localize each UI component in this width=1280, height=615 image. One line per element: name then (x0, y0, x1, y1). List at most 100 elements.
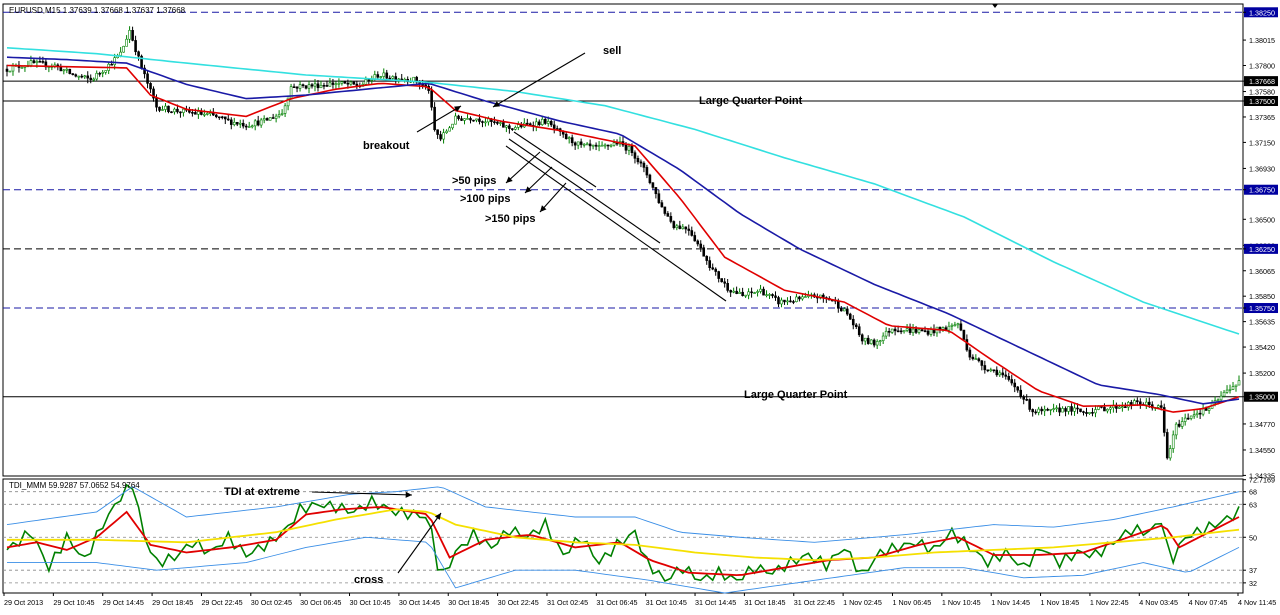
candle-body (517, 124, 520, 128)
candle-body (436, 129, 439, 135)
candle-body (1186, 417, 1190, 420)
candle-body (543, 118, 547, 124)
candle-body (5, 68, 9, 72)
candle-body (878, 340, 882, 342)
candle-body (451, 123, 454, 129)
candle-body (747, 291, 750, 296)
candle-body (881, 335, 885, 341)
candle-body (612, 142, 616, 146)
candle-body (567, 137, 571, 140)
candle-body (860, 334, 864, 342)
ma-line-ma_slow (6, 47, 1240, 335)
symbol-label: EURUSD,M15 1.37639 1.37668 1.37637 1.376… (9, 6, 186, 15)
price-box-15 (1244, 303, 1278, 314)
candle-body (687, 228, 691, 231)
candle-body (1052, 408, 1055, 410)
candle-body (857, 326, 861, 336)
candle-body (35, 61, 39, 63)
x-tick-label-10: 30 Oct 22:45 (498, 598, 539, 607)
x-tick-label-8: 30 Oct 14:45 (399, 598, 440, 607)
candle-body (762, 288, 765, 296)
candle-body (1237, 380, 1241, 386)
candle-body (382, 72, 386, 77)
pips150-arrow-head-icon (540, 205, 547, 212)
candle-body (203, 113, 206, 116)
candle-body (968, 349, 972, 358)
x-tick-label-6: 30 Oct 06:45 (300, 598, 341, 607)
candle-body (648, 174, 652, 184)
x-tick-label-9: 30 Oct 18:45 (448, 598, 489, 607)
y-tick-label-4: 1.37580 (1249, 88, 1275, 97)
candle-body (400, 78, 404, 81)
candle-body (430, 90, 433, 108)
candle-body (62, 69, 66, 72)
candle-body (119, 51, 122, 56)
candle-body (346, 82, 350, 85)
candle-body (980, 360, 984, 366)
tdi-indicator (3, 483, 1243, 594)
candle-body (1106, 408, 1109, 412)
x-tick-label-15: 31 Oct 18:45 (744, 598, 785, 607)
candle-body (899, 330, 903, 333)
x-tick-label-12: 31 Oct 06:45 (596, 598, 637, 607)
candle-body (896, 330, 900, 333)
y-tick-label-7: 1.37150 (1249, 138, 1275, 147)
candle-body (277, 114, 281, 117)
candle-body (1192, 414, 1196, 417)
x-tick-label-18: 1 Nov 06:45 (892, 598, 931, 607)
candle-body (128, 30, 131, 40)
candle-body (723, 281, 726, 284)
candle-body (983, 365, 987, 371)
candle-body (591, 144, 595, 147)
candle-body (238, 122, 242, 125)
tdi-y-tick-label-1: 68 (1249, 488, 1257, 497)
candle-body (101, 72, 104, 74)
candle-body (998, 372, 1002, 376)
candle-body (720, 278, 723, 283)
candle-body (690, 230, 694, 236)
candle-body (1162, 407, 1166, 433)
candle-body (331, 82, 335, 85)
candle-body (675, 225, 679, 229)
candle-body (699, 243, 703, 248)
candle-body (442, 132, 445, 140)
candle-body (938, 326, 942, 330)
candle-body (511, 128, 514, 130)
candle-body (1079, 408, 1082, 412)
candle-body (1076, 407, 1079, 410)
x-tick-label-14: 31 Oct 14:45 (695, 598, 736, 607)
candle-body (1013, 382, 1017, 388)
candle-body (1037, 408, 1040, 413)
candle-body (1073, 407, 1076, 412)
candle-body (920, 329, 924, 332)
candle-body (484, 121, 487, 124)
tdi-extreme-arrow-head-icon (405, 491, 412, 498)
candle-body (546, 121, 550, 124)
candle-body (765, 294, 768, 296)
candle-body (113, 57, 116, 65)
tdi-line-market_base (7, 508, 1240, 562)
candle-body (654, 187, 658, 195)
y-tick-label-9: 1.36750 (1249, 186, 1275, 195)
candle-body (1034, 411, 1037, 414)
y-tick-label-13: 1.36065 (1249, 267, 1275, 276)
candle-body (158, 106, 161, 111)
price-box-19 (1244, 391, 1278, 402)
candle-body (1145, 401, 1148, 406)
candlesticks (5, 26, 1241, 461)
candle-body (1031, 409, 1034, 413)
candle-body (923, 330, 927, 332)
candle-body (777, 297, 780, 305)
candle-body (774, 295, 777, 298)
candle-body (259, 119, 263, 126)
candle-body (316, 83, 320, 89)
candle-body (110, 63, 113, 66)
tdi-panel-frame (2, 478, 1244, 594)
candle-body (218, 116, 221, 119)
candle-body (651, 182, 655, 188)
candle-body (463, 118, 466, 121)
candle-body (155, 97, 158, 108)
moving-averages (6, 47, 1240, 413)
candle-body (367, 79, 371, 81)
candle-body (845, 308, 849, 315)
